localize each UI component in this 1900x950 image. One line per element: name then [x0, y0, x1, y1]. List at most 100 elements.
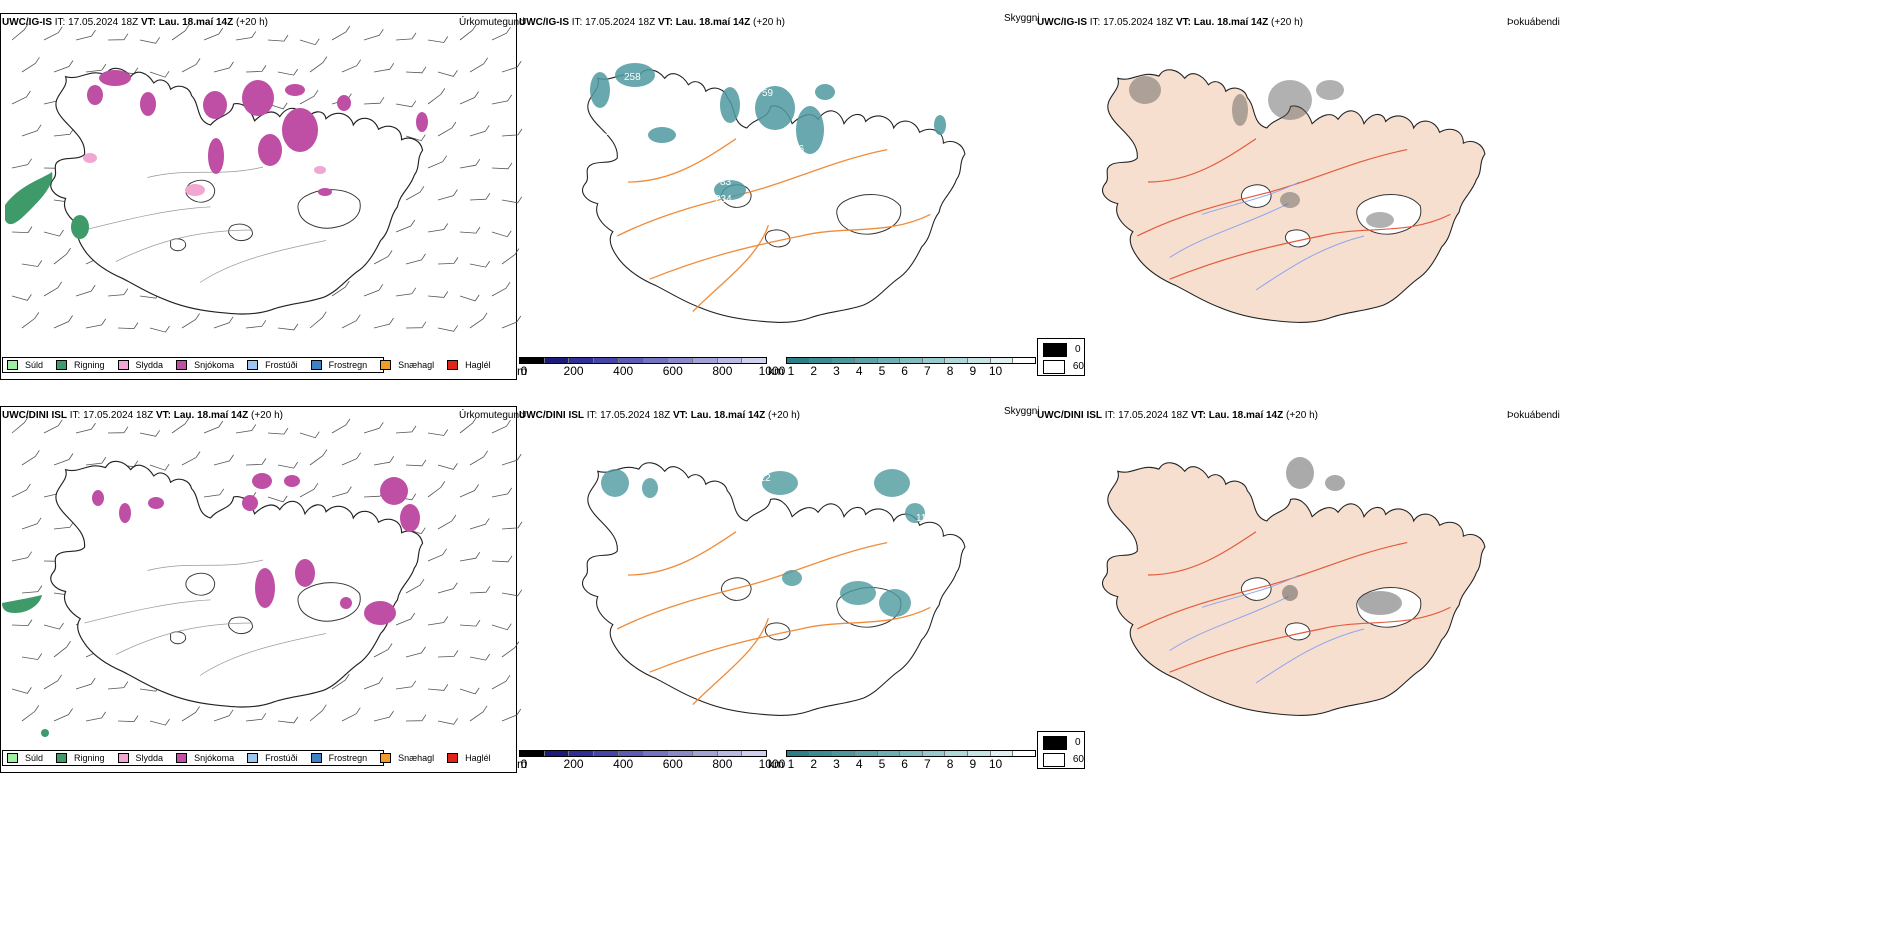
- precip-legend-row1: Súld Rigning Slydda Snjókoma Frostúði Frostre…: [2, 357, 491, 373]
- vt-label: VT:: [657, 17, 673, 28]
- legend-label: Rigning: [74, 753, 105, 763]
- legend-swatch: [247, 753, 259, 763]
- wind-barb: [501, 248, 520, 265]
- wind-barb: [395, 32, 417, 41]
- model-name: UWC/DINI ISL: [519, 410, 584, 421]
- colorbar-cell: [643, 358, 669, 363]
- fog-label: 0: [1075, 344, 1081, 355]
- fog-shading: [1129, 76, 1394, 228]
- colorbar-tick: 800: [712, 364, 733, 378]
- colorbar-cell: [832, 751, 855, 756]
- wind-barb: [469, 260, 491, 268]
- colorbar-cell: [594, 358, 619, 363]
- wind-barb: [405, 578, 425, 594]
- wind-barb: [21, 260, 43, 267]
- colorbar-cell: [717, 751, 743, 756]
- precip-legend-item: Frostúði: [247, 360, 298, 370]
- wind-barb: [363, 29, 384, 41]
- wind-barb: [21, 653, 43, 660]
- it-label: IT:: [69, 410, 81, 421]
- header-row2-precip: UWC/DINI ISL IT: 17.05.2024 18Z VT: Lau.…: [2, 410, 283, 421]
- wind-barb: [469, 705, 488, 722]
- wind-barb: [181, 706, 200, 722]
- wind-barb: [373, 455, 395, 466]
- wind-barb: [235, 31, 257, 41]
- wind-barb: [491, 26, 511, 41]
- wind-barb: [43, 419, 63, 434]
- wind-barb: [405, 134, 426, 142]
- wind-barb: [395, 612, 416, 626]
- legend-swatch: [117, 360, 129, 370]
- visibility-value-label: 332: [793, 156, 810, 167]
- colorbar-cell: [544, 358, 570, 363]
- wind-barb: [459, 23, 477, 41]
- wind-barb: [21, 312, 40, 329]
- snow-areas: [87, 70, 428, 196]
- wind-barb: [491, 674, 511, 690]
- vt-value: Lau. 18.maí 14Z: [690, 410, 766, 421]
- vt-label: VT:: [140, 17, 156, 28]
- colorbar-cell: [968, 751, 991, 756]
- wind-barb: [427, 548, 448, 562]
- wind-barb: [149, 70, 170, 78]
- wind-barb: [395, 680, 417, 690]
- legend-swatch: [380, 360, 392, 370]
- wind-barb: [75, 422, 96, 434]
- wind-barb: [11, 416, 29, 434]
- vt-value: Lau. 18.maí 14Z: [675, 17, 751, 28]
- vis-areas: [590, 63, 946, 200]
- legend-label: Slydda: [135, 360, 164, 370]
- vis-m-ticks: 0 200 400 600 800 1000: [519, 757, 786, 771]
- vis-km-ticks: 1 2 3 4 5 6 7 8 9 10: [786, 757, 1036, 771]
- wind-barb: [245, 65, 267, 73]
- colorbar-cell: [1013, 751, 1036, 756]
- header-row1-vis: UWC/IG-IS IT: 17.05.2024 18Z VT: Lau. 18…: [519, 17, 785, 28]
- wind-barb: [427, 684, 449, 691]
- wind-barb: [459, 619, 481, 627]
- wind-barb: [21, 450, 40, 466]
- wind-barb: [501, 128, 523, 137]
- fog-label: 60: [1072, 754, 1084, 765]
- colorbar-tick: 200: [563, 364, 584, 378]
- wind-barb: [85, 63, 107, 73]
- colorbar-tick: 8: [946, 757, 954, 771]
- wind-barb: [11, 551, 33, 562]
- wind-barb: [491, 230, 512, 238]
- precip-legend-item: Slydda: [117, 360, 164, 370]
- vis-m-cells: [519, 750, 767, 757]
- wind-barb: [501, 641, 520, 658]
- lead-time: (+20 h): [251, 410, 283, 421]
- wind-barb: [459, 484, 479, 498]
- legend-label: Frostúði: [265, 360, 298, 370]
- vt-value: Lau. 18.maí 14Z: [1193, 17, 1269, 28]
- legend-label: Súld: [25, 360, 44, 370]
- colorbar-tick: 10: [988, 757, 1003, 771]
- wind-barb: [149, 463, 170, 471]
- fog-legend-row2: 0 60: [1037, 731, 1085, 769]
- wind-barb: [149, 718, 170, 726]
- legend-label: Rigning: [74, 360, 105, 370]
- wind-barb: [107, 681, 129, 690]
- wind-barb: [181, 58, 201, 73]
- wind-barb: [85, 318, 107, 329]
- wind-barb: [437, 121, 457, 137]
- wind-barb: [491, 487, 513, 498]
- vt-label: VT:: [155, 410, 171, 421]
- wind-barb: [501, 315, 522, 329]
- wind-barb: [469, 518, 490, 530]
- header-row1-fog: UWC/IG-IS IT: 17.05.2024 18Z VT: Lau. 18…: [1037, 17, 1303, 28]
- precip-title-row2: Úrkomutegund: [459, 410, 525, 421]
- colorbar-tick: 3: [833, 757, 840, 771]
- wind-barb: [309, 56, 328, 73]
- colorbar-cell: [569, 358, 595, 363]
- wind-barb: [491, 94, 513, 105]
- precip-legend-row2: Súld Rigning Slydda Snjókoma Frostúði Frostre…: [2, 750, 491, 766]
- legend-label: Súld: [25, 753, 44, 763]
- legend-swatch: [447, 753, 459, 763]
- colorbar-cell: [787, 751, 810, 756]
- vis-m-colorbar-row1: 0 200 400 600 800 1000 m: [517, 357, 785, 378]
- wind-barb: [491, 555, 513, 563]
- legend-label: Snæhagl: [398, 753, 435, 763]
- vis-km-ticks: 1 2 3 4 5 6 7 8 9 10: [786, 364, 1036, 378]
